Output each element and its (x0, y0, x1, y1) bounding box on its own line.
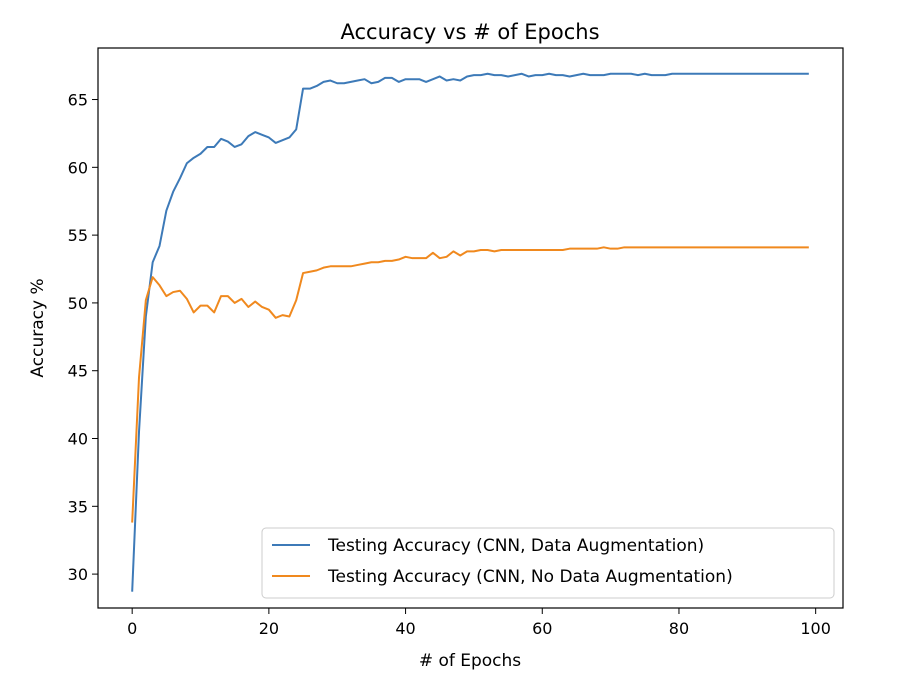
x-tick-label: 80 (669, 619, 689, 638)
chart-title: Accuracy vs # of Epochs (340, 20, 599, 44)
y-tick-label: 30 (68, 565, 88, 584)
legend: Testing Accuracy (CNN, Data Augmentation… (261, 527, 835, 599)
y-tick-label: 65 (68, 91, 88, 110)
y-tick-label: 50 (68, 294, 88, 313)
y-axis-label: Accuracy % (28, 278, 48, 377)
legend-label-series-1: Testing Accuracy (CNN, Data Augmentation… (327, 536, 704, 556)
x-tick-label: 100 (800, 619, 831, 638)
x-tick-label: 60 (532, 619, 552, 638)
x-tick-label: 20 (259, 619, 279, 638)
x-axis-label: # of Epochs (419, 651, 521, 671)
y-tick-label: 45 (68, 362, 88, 381)
x-tick-label: 0 (127, 619, 137, 638)
series-line-2 (131, 246, 809, 523)
x-axis-ticks: 0 20 40 60 80 100 (127, 608, 831, 638)
y-tick-label: 60 (68, 158, 88, 177)
series-line-1 (131, 72, 809, 592)
legend-box (261, 527, 835, 599)
y-axis-ticks: 30 35 40 45 50 55 60 65 (68, 91, 98, 584)
plot-area (131, 72, 809, 592)
y-tick-label: 40 (68, 430, 88, 449)
y-tick-label: 55 (68, 226, 88, 245)
legend-label-series-2: Testing Accuracy (CNN, No Data Augmentat… (327, 567, 733, 587)
plot-frame (97, 47, 844, 609)
y-tick-label: 35 (68, 497, 88, 516)
x-tick-label: 40 (395, 619, 415, 638)
